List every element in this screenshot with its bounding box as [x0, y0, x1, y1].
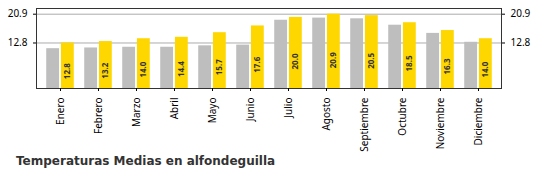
svg-text:20.0: 20.0	[289, 53, 300, 69]
svg-text:17.6: 17.6	[251, 56, 262, 72]
svg-text:14.0: 14.0	[137, 61, 148, 77]
html-text:Temperaturas Medias en alfonde: Temperaturas Medias en alfondeguilla	[16, 154, 276, 168]
svg-text:12.8: 12.8	[511, 35, 531, 49]
svg-text:Diciembre: Diciembre	[471, 97, 485, 145]
svg-text:Febrero: Febrero	[91, 98, 105, 135]
svg-text:14.4: 14.4	[175, 61, 186, 77]
svg-text:Marzo: Marzo	[129, 98, 143, 128]
svg-text:20.9: 20.9	[8, 6, 28, 20]
svg-text:Junio: Junio	[243, 98, 257, 123]
svg-text:Agosto: Agosto	[319, 98, 333, 131]
svg-text:12.8: 12.8	[61, 63, 72, 79]
svg-text:18.5: 18.5	[403, 55, 414, 71]
svg-text:12.8: 12.8	[8, 35, 28, 49]
svg-text:Mayo: Mayo	[205, 98, 219, 124]
svg-text:Septiembre: Septiembre	[357, 97, 371, 152]
svg-text:Julio: Julio	[281, 98, 295, 119]
svg-text:14.0: 14.0	[479, 61, 490, 77]
svg-text:20.9: 20.9	[327, 52, 338, 68]
svg-text:20.9: 20.9	[511, 6, 531, 20]
svg-text:Octubre: Octubre	[395, 97, 409, 135]
svg-text:Noviembre: Noviembre	[433, 97, 447, 149]
svg-text:Enero: Enero	[53, 98, 67, 125]
svg-text:Abril: Abril	[167, 98, 181, 120]
svg-text:15.7: 15.7	[213, 59, 224, 75]
svg-text:16.3: 16.3	[441, 58, 452, 74]
svg-text:20.5: 20.5	[365, 52, 376, 68]
svg-text:13.2: 13.2	[99, 62, 110, 78]
